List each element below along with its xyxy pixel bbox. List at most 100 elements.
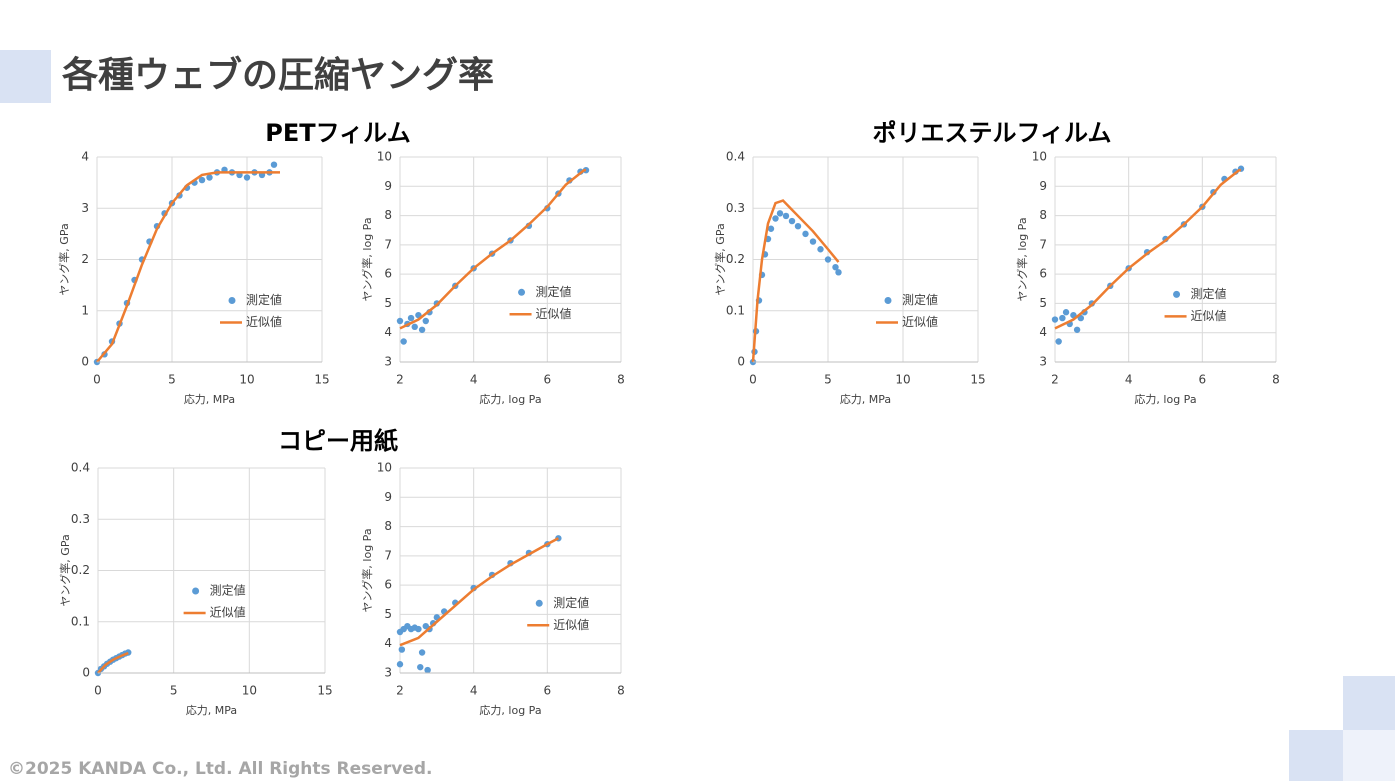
y-tick-label: 9 [384, 179, 392, 193]
y-axis-label: ヤング率, GPa [713, 223, 727, 295]
x-tick-label: 4 [470, 373, 478, 387]
fit-line [97, 651, 129, 674]
y-tick-label: 4 [1039, 325, 1047, 339]
x-tick-label: 5 [170, 684, 178, 698]
data-point [418, 326, 426, 333]
x-tick-label: 8 [1272, 373, 1280, 387]
y-axis-label: ヤング率, log Pa [360, 217, 374, 301]
x-tick-label: 2 [396, 684, 404, 698]
data-point [243, 174, 251, 181]
data-point [832, 263, 839, 271]
fit-line [96, 171, 280, 363]
data-point [270, 161, 278, 168]
data-point [407, 314, 415, 322]
y-tick-label: 4 [81, 150, 89, 164]
data-point [206, 174, 213, 181]
y-axis-label: ヤング率, log Pa [1015, 217, 1029, 301]
y-axis-label: ヤング率, log Pa [360, 528, 374, 612]
deco-square [1343, 730, 1395, 781]
legend-label: 測定値 [246, 292, 282, 307]
x-tick-label: 2 [1051, 373, 1059, 387]
x-tick-label: 10 [239, 373, 254, 387]
legend-label: 測定値 [553, 595, 589, 610]
data-point [817, 246, 824, 253]
y-tick-label: 6 [384, 267, 392, 281]
y-tick-label: 3 [1039, 355, 1047, 369]
data-point [1059, 314, 1066, 322]
x-tick-label: 6 [544, 684, 552, 698]
x-tick-label: 4 [470, 684, 478, 698]
y-tick-label: 8 [384, 519, 392, 533]
x-tick-label: 5 [824, 373, 832, 387]
x-axis-label: 応力, log Pa [479, 703, 541, 717]
y-tick-label: 0.3 [71, 512, 90, 526]
y-tick-label: 2 [81, 252, 89, 266]
y-tick-label: 8 [384, 208, 392, 222]
deco-square [1289, 730, 1343, 781]
legend-label: 近似値 [536, 306, 572, 321]
x-tick-label: 0 [94, 684, 102, 698]
data-point [422, 317, 429, 325]
y-tick-label: 10 [1032, 150, 1047, 164]
x-tick-label: 8 [617, 373, 625, 387]
legend-label: 近似値 [210, 605, 246, 620]
data-point [396, 661, 404, 668]
y-tick-label: 9 [1039, 179, 1047, 193]
x-tick-label: 0 [93, 373, 101, 387]
x-tick-label: 0 [749, 373, 757, 387]
x-tick-label: 5 [168, 373, 176, 387]
y-tick-label: 5 [384, 607, 392, 621]
data-point [400, 338, 407, 345]
data-point [772, 215, 779, 222]
y-tick-label: 1 [81, 303, 89, 317]
data-point [1055, 338, 1062, 345]
data-point [411, 323, 418, 331]
y-tick-label: 4 [384, 636, 392, 650]
x-tick-label: 10 [242, 684, 257, 698]
y-tick-label: 10 [377, 461, 392, 475]
y-tick-label: 0.4 [71, 461, 90, 475]
y-tick-label: 0.4 [726, 150, 745, 164]
fit-line [399, 537, 559, 647]
x-axis-label: 応力, log Pa [479, 392, 541, 406]
group-title: ポリエステルフィルム [872, 119, 1111, 147]
x-tick-label: 8 [617, 684, 625, 698]
footer: ©2025 KANDA Co., Ltd. All Rights Reserve… [8, 759, 432, 779]
x-tick-label: 2 [396, 373, 404, 387]
data-point [802, 230, 809, 238]
x-tick-label: 10 [895, 373, 910, 387]
data-point [782, 212, 790, 220]
x-tick-label: 15 [314, 373, 329, 387]
y-tick-label: 0.1 [71, 614, 90, 628]
x-axis-label: 応力, MPa [184, 392, 235, 406]
y-tick-label: 0 [737, 355, 745, 369]
data-point [835, 269, 842, 276]
legend-swatch [518, 288, 526, 296]
y-tick-label: 5 [384, 296, 392, 310]
data-point [767, 225, 775, 232]
y-tick-label: 3 [384, 355, 392, 369]
y-axis-label: ヤング率, GPa [57, 223, 71, 295]
y-tick-label: 10 [377, 150, 392, 164]
x-tick-label: 6 [1199, 373, 1207, 387]
y-tick-label: 0.3 [726, 201, 745, 215]
y-tick-label: 8 [1039, 208, 1047, 222]
x-tick-label: 4 [1125, 373, 1133, 387]
legend-label: 測定値 [536, 284, 572, 299]
y-tick-label: 0.1 [726, 303, 745, 317]
legend-label: 近似値 [902, 314, 938, 329]
data-point [398, 646, 406, 653]
data-point [788, 217, 796, 225]
y-tick-label: 7 [384, 237, 392, 251]
fit-line [399, 168, 587, 330]
page-title: 各種ウェブの圧縮ヤング率 [62, 54, 494, 96]
group-title: PETフィルム [265, 119, 410, 147]
y-tick-label: 0 [81, 355, 89, 369]
legend-label: 測定値 [1191, 286, 1227, 301]
y-tick-label: 6 [384, 578, 392, 592]
legend-swatch [1173, 290, 1181, 298]
legend-swatch [192, 587, 200, 595]
data-point [824, 256, 832, 263]
fit-line [1054, 168, 1242, 330]
